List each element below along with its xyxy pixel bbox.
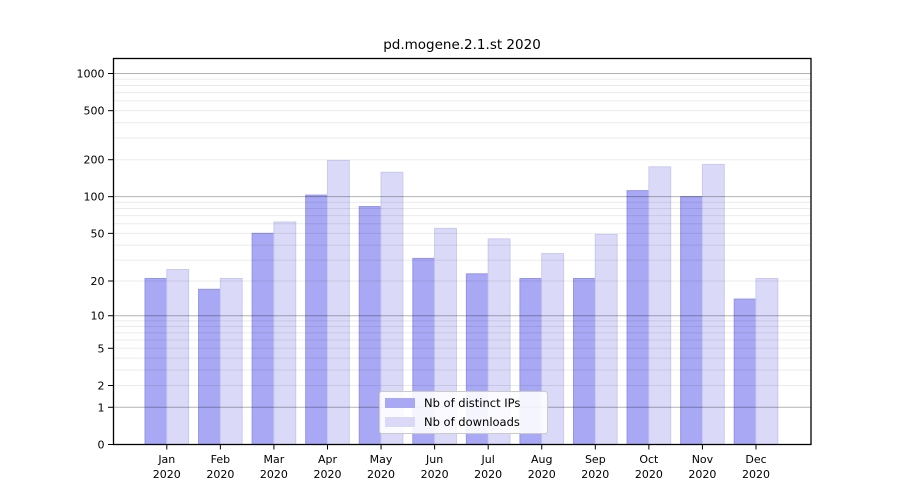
x-tick-label-month: Jun [425,453,443,466]
legend-item-downloads: Nb of downloads [385,415,547,429]
bar-nb-of-downloads-dec [755,278,779,445]
bar-nb-of-downloads-jan [166,269,190,445]
y-tick-label: 1000 [77,68,105,81]
bar-nb-of-distinct-ips-mar [251,232,275,445]
x-tick-label-month: Feb [211,453,230,466]
bar-nb-of-downloads-nov [701,163,725,446]
bar-nb-of-downloads-sep [594,233,618,445]
x-tick-label-year: 2020 [206,468,234,481]
x-tick-label-month: Dec [745,453,766,466]
bar-nb-of-distinct-ips-jan [144,278,168,445]
legend-label-downloads: Nb of downloads [424,414,520,429]
x-tick-label-year: 2020 [635,468,663,481]
chart-title: pd.mogene.2.1.st 2020 [383,37,541,53]
x-tick-label-month: Sep [585,453,606,466]
plot-border [112,57,812,446]
legend-item-distinct-ips: Nb of distinct IPs [385,396,547,410]
y-tick-label: 2 [98,380,105,393]
y-tick-label: 20 [91,275,105,288]
y-tick-label: 1 [98,401,105,414]
bar-nb-of-downloads-feb [219,278,243,445]
bar-nb-of-distinct-ips-may [358,206,382,445]
x-tick-label-month: Oct [639,453,659,466]
x-tick-label-year: 2020 [742,468,770,481]
legend-swatch-downloads [385,416,415,427]
x-tick-label-month: Apr [318,453,338,466]
x-tick-label-year: 2020 [367,468,395,481]
x-tick-label-month: Jan [157,453,175,466]
y-tick-label: 5 [98,342,105,355]
x-tick-label-year: 2020 [313,468,341,481]
bar-nb-of-distinct-ips-sep [573,278,596,445]
y-tick-label: 500 [84,105,105,118]
x-tick-label-month: Mar [264,453,285,466]
x-tick-label-year: 2020 [581,468,609,481]
bar-nb-of-distinct-ips-feb [198,288,221,445]
y-tick-label: 0 [98,439,105,452]
x-tick-label-month: Jul [481,453,495,466]
bar-nb-of-downloads-apr [326,160,350,445]
x-tick-label-year: 2020 [688,468,716,481]
legend-swatch-distinct-ips [385,398,415,409]
x-tick-label-month: Aug [531,453,552,466]
y-tick-label: 200 [84,154,105,167]
x-tick-label-year: 2020 [474,468,502,481]
bar-nb-of-distinct-ips-oct [626,190,650,445]
x-tick-label-year: 2020 [421,468,449,481]
x-tick-label-year: 2020 [153,468,181,481]
y-tick-label: 10 [91,310,105,323]
legend: Nb of distinct IPs Nb of downloads [379,391,548,434]
x-tick-label-month: Nov [692,453,714,466]
x-tick-label-month: May [370,453,393,466]
y-tick-label: 100 [84,191,105,204]
x-tick-label-year: 2020 [260,468,288,481]
x-tick-label-year: 2020 [528,468,556,481]
legend-label-distinct-ips: Nb of distinct IPs [424,396,521,411]
y-tick-label: 50 [91,227,105,240]
